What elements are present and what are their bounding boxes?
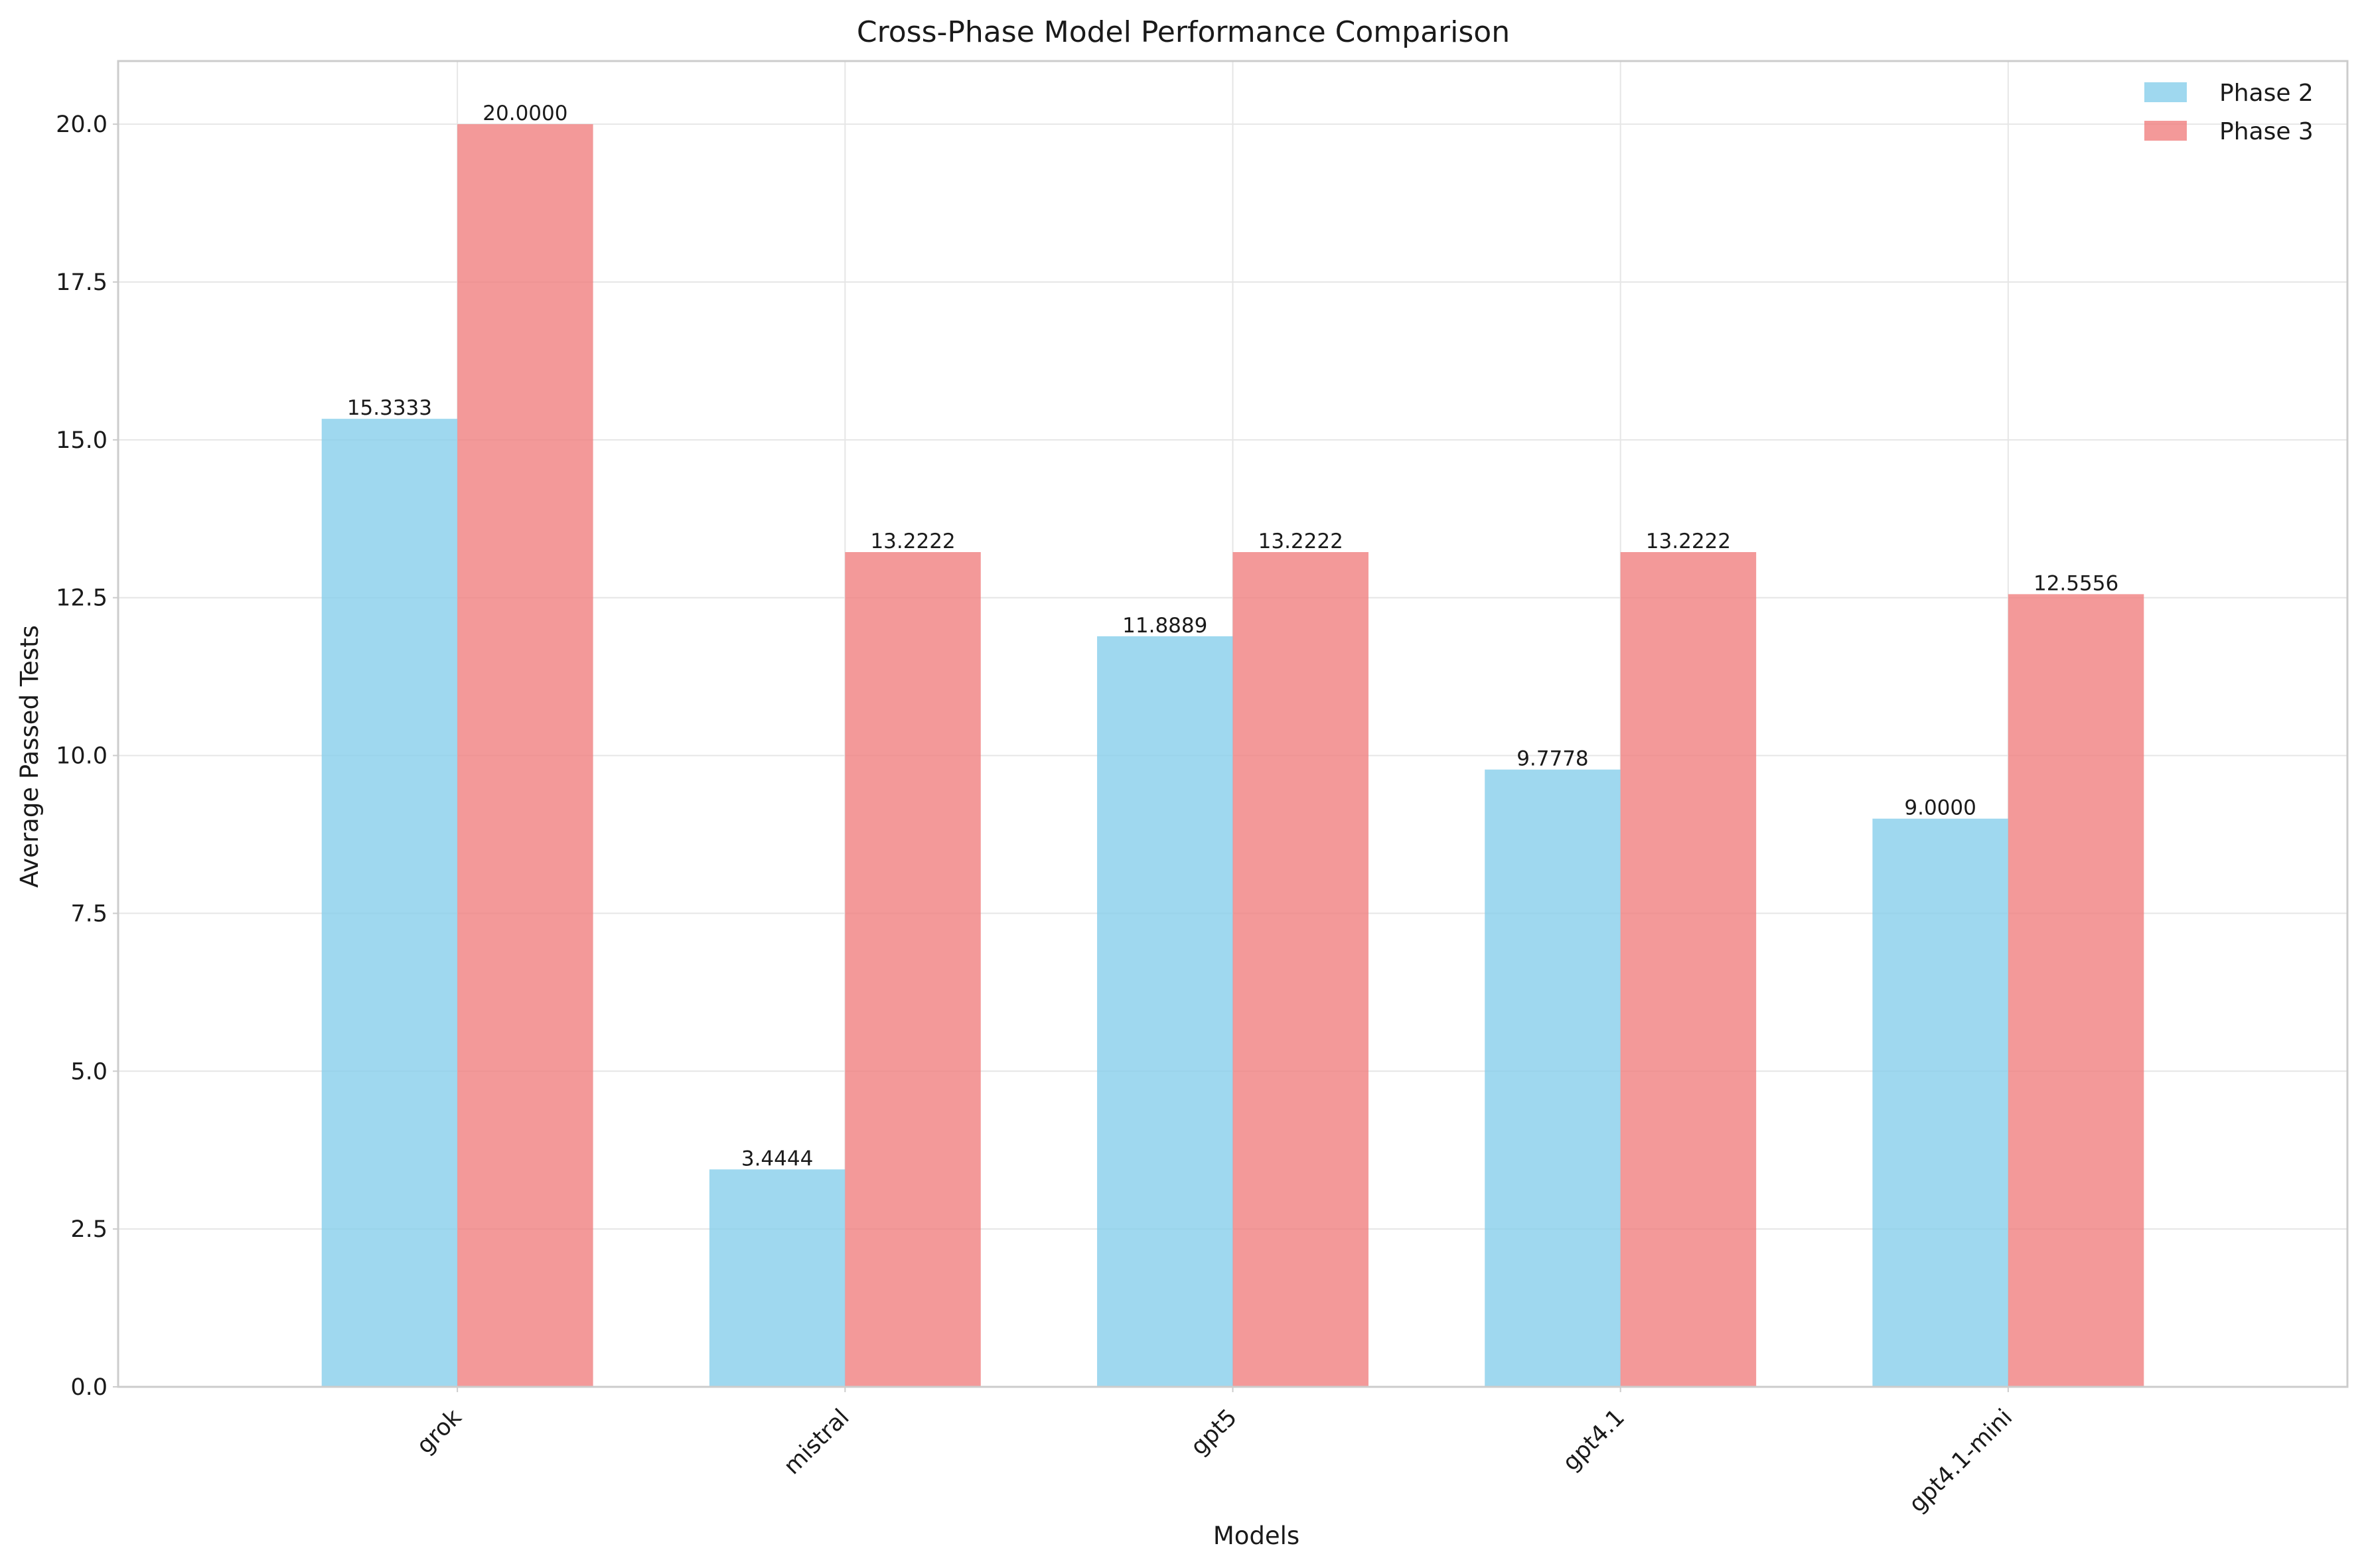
x-tick-label: gpt5 [1186,1404,1242,1461]
bar-value-label: 13.2222 [870,530,955,553]
bar [1620,552,1757,1387]
legend-label: Phase 2 [2219,80,2314,107]
chart-title: Cross-Phase Model Performance Comparison [857,15,1510,49]
x-tick-label: gpt4.1-mini [1904,1404,2018,1518]
y-tick-label: 15.0 [56,427,108,454]
y-axis-ticks: 0.0 2.5 5.0 7.5 10.0 12.5 15.0 17.5 20.0 [56,111,118,1401]
bar [2008,594,2144,1387]
bar-value-label: 13.2222 [1646,530,1731,553]
legend-swatch [2144,121,2187,141]
bar [1872,818,2008,1387]
y-tick-label: 5.0 [70,1058,108,1085]
x-tick-label: mistral [779,1404,855,1480]
y-tick-label: 12.5 [56,585,108,612]
y-axis-label: Average Passed Tests [15,625,44,888]
bar-value-label: 3.4444 [741,1147,813,1171]
x-tick-label: gpt4.1 [1558,1404,1630,1476]
bar-value-label: 20.0000 [482,102,567,125]
x-tick-label: grok [411,1404,467,1460]
legend-swatch [2144,82,2187,102]
y-tick-label: 20.0 [56,111,108,138]
bar [1485,769,1621,1387]
y-tick-label: 10.0 [56,743,108,770]
bar-value-label: 15.3333 [347,396,432,420]
bar [1232,552,1368,1387]
bar-value-label: 9.7778 [1516,747,1588,771]
legend: Phase 2 Phase 3 [2144,80,2314,145]
bars [321,124,2144,1388]
bar-value-label: 12.5556 [2033,571,2118,595]
x-axis-label: Models [1213,1522,1299,1550]
x-axis-ticks: grok mistral gpt5 gpt4.1 gpt4.1-mini [411,1387,2018,1518]
legend-label: Phase 3 [2219,118,2314,145]
bar [709,1169,846,1387]
bar [1097,636,1233,1387]
value-labels: 15.3333 3.4444 11.8889 9.7778 9.0000 20.0000 1… [347,102,2118,1171]
bar [321,419,458,1388]
y-tick-label: 0.0 [70,1374,108,1401]
y-tick-label: 7.5 [70,900,108,927]
y-tick-label: 2.5 [70,1216,108,1243]
bar [845,552,981,1387]
bar-value-label: 9.0000 [1904,796,1976,820]
bar-value-label: 11.8889 [1122,614,1207,638]
y-tick-label: 17.5 [56,269,108,296]
bar [457,124,593,1388]
bar-value-label: 13.2222 [1258,530,1343,553]
